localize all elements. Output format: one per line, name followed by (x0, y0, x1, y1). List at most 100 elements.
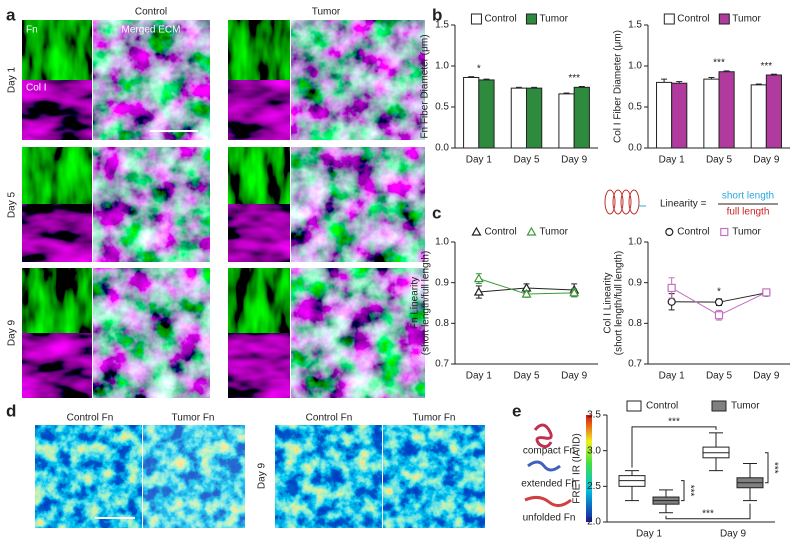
x-tick-label: Day 5 (513, 371, 540, 382)
x-tick-label: Day 9 (753, 155, 780, 166)
y-tick-label: 0.9 (435, 277, 449, 288)
panel-label: a (6, 5, 16, 24)
y-tick-label: 2.5 (587, 481, 601, 492)
y-tick-label: 1.5 (628, 20, 642, 31)
y-tick-label: 1.0 (628, 237, 642, 248)
y-tick-label: 1.0 (435, 237, 449, 248)
fret-maps (35, 425, 485, 528)
map-label: Control Fn (67, 413, 114, 424)
y-tick-label: 1.5 (435, 20, 449, 31)
column-label: Control (135, 7, 167, 18)
x-tick-label: Day 9 (720, 529, 747, 540)
micrographs (22, 20, 425, 398)
significance: *** (768, 462, 779, 474)
bar (750, 84, 767, 149)
legend-label: Tumor (732, 14, 761, 25)
x-tick-label: Day 1 (466, 371, 493, 382)
spring-icon (604, 189, 646, 215)
y-tick-label: 0.7 (435, 359, 449, 370)
bar (703, 78, 720, 149)
legend-swatch (525, 13, 537, 25)
marker (714, 311, 724, 320)
fn-icons (524, 423, 572, 507)
bar (478, 79, 495, 149)
legend-label: Control (484, 227, 516, 238)
bracket (631, 426, 717, 468)
legend-label: Control (677, 14, 709, 25)
y-axis-label: Col I Linearity (603, 272, 614, 333)
y-tick-label: 0.8 (435, 318, 449, 329)
significance: * (477, 63, 481, 74)
x-tick-label: Day 5 (513, 155, 540, 166)
x-tick-label: Day 1 (659, 155, 686, 166)
channel-label: Fn (26, 25, 38, 36)
y-tick-label: 0.5 (435, 102, 449, 113)
y-axis-label: Fn Fiber Diameter (μm) (420, 34, 431, 138)
bar (573, 86, 590, 149)
y-axis-label: Fn Linearity (410, 277, 421, 329)
y-tick-label: 0.9 (628, 277, 642, 288)
legend-marker (526, 226, 537, 236)
y-tick-label: 1.0 (435, 61, 449, 72)
row-label: Day 1 (17, 463, 28, 490)
marker (762, 288, 771, 297)
y-axis-label: (short length/full length) (614, 251, 625, 356)
legend-swatch (470, 13, 482, 25)
y-tick-label: 0.0 (628, 143, 642, 154)
bar (526, 87, 543, 149)
x-tick-label: Day 5 (706, 155, 733, 166)
y-axis-label: Col I Fiber Diameter (μm) (613, 30, 624, 143)
y-tick-label: 3.0 (587, 445, 601, 456)
formula-text: Linearity = (660, 199, 707, 210)
y-axis-label: (short length/full length) (421, 251, 432, 356)
marker (667, 283, 676, 293)
legend-swatch (663, 13, 675, 25)
bar (558, 93, 575, 149)
y-tick-label: 1.0 (628, 61, 642, 72)
row-label: Day 9 (7, 320, 18, 347)
y-tick-label: 0.8 (628, 318, 642, 329)
significance: *** (684, 485, 695, 497)
icon-label: extended Fn (521, 479, 577, 490)
significance: *** (760, 61, 772, 72)
legend-marker (471, 226, 482, 236)
marker (521, 288, 532, 298)
legend-label: Tumor (539, 227, 568, 238)
significance: *** (713, 58, 725, 69)
x-tick-label: Day 1 (636, 529, 663, 540)
column-label: Tumor (312, 7, 341, 18)
bar (765, 74, 782, 149)
row-label: Day 1 (7, 67, 18, 94)
legend-label: Tumor (731, 401, 760, 412)
legend-marker (665, 227, 674, 237)
row-label: Day 5 (7, 192, 18, 219)
formula-numerator: short length (722, 191, 774, 202)
marker (569, 287, 580, 297)
channel-label: Merged ECM (122, 25, 181, 36)
panel-label: d (6, 401, 16, 420)
bar (718, 71, 735, 149)
legend-swatch (626, 400, 642, 412)
legend-marker (720, 227, 729, 237)
legend-swatch (711, 400, 727, 412)
y-tick-label: 2.0 (587, 517, 601, 528)
marker (667, 297, 676, 306)
x-tick-label: Day 9 (753, 371, 780, 382)
y-tick-label: 0.5 (628, 102, 642, 113)
marker (473, 273, 484, 283)
icon-label: unfolded Fn (523, 513, 576, 524)
panel-label: c (432, 203, 441, 222)
legend-label: Tumor (732, 227, 761, 238)
panel-label: b (432, 5, 442, 24)
significance: *** (702, 508, 714, 519)
x-tick-label: Day 9 (561, 371, 588, 382)
icon-label: compact Fn (523, 446, 575, 457)
bar (656, 81, 673, 149)
bracket (681, 480, 685, 502)
colorbar (586, 415, 592, 522)
legend-label: Control (646, 401, 678, 412)
significance: *** (668, 416, 680, 427)
formula-denominator: full length (727, 207, 770, 218)
bar (510, 87, 528, 149)
